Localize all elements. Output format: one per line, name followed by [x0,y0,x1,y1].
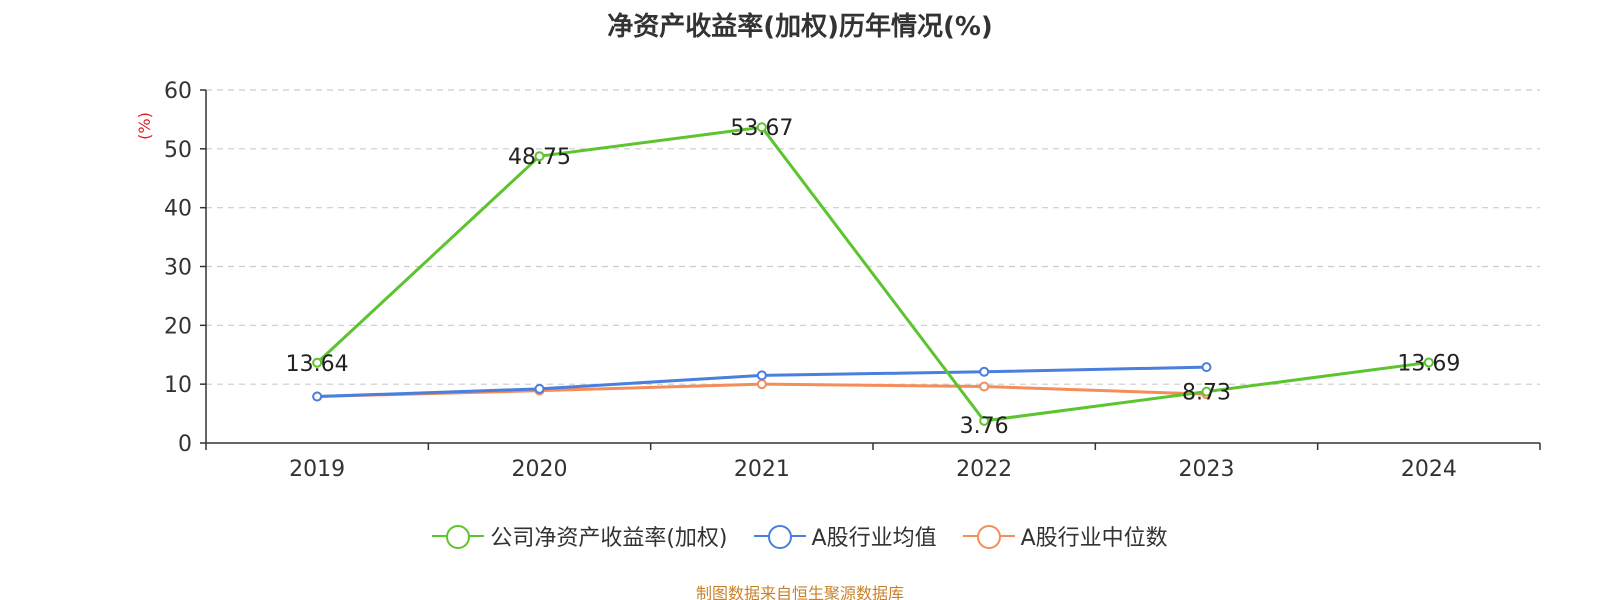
data-point[interactable] [756,379,767,390]
x-tick-label: 2022 [956,457,1012,482]
x-tick-label: 2021 [734,457,790,482]
data-point[interactable] [534,383,545,394]
legend-item-industry-median[interactable]: A股行业中位数 [962,520,1168,552]
data-point[interactable] [979,366,990,377]
data-label: 8.73 [1182,381,1231,406]
x-tick-label: 2019 [289,457,345,482]
data-point[interactable] [756,370,767,381]
data-label: 48.75 [508,145,571,170]
legend-marker-company-icon [432,524,485,549]
data-point[interactable] [1423,357,1434,368]
chart-legend: 公司净资产收益率(加权) A股行业均值 A股行业中位数 [0,520,1600,552]
data-label: 3.76 [960,414,1009,439]
y-tick-label: 40 [164,197,192,222]
legend-marker-median-icon [962,524,1015,549]
series-lines [312,122,1434,426]
chart-title: 净资产收益率(加权)历年情况(%) [607,12,993,42]
x-tick-label: 2023 [1179,457,1235,482]
grid-lines [206,89,1540,385]
legend-label: A股行业均值 [811,526,937,551]
legend-label: 公司净资产收益率(加权) [490,526,728,551]
legend-item-company[interactable]: 公司净资产收益率(加权) [432,520,728,552]
x-tick-label: 2020 [512,457,568,482]
y-tick-label: 50 [164,138,192,163]
data-point[interactable] [1201,386,1212,397]
data-label: 13.64 [286,352,349,377]
x-axis: 2019 2020 2021 2022 2023 2024 [205,442,1541,482]
y-axis: 0 10 20 30 40 50 60 [164,79,207,457]
legend-marker-mean-icon [753,524,806,549]
y-tick-label: 20 [164,314,192,339]
series-line [316,125,1430,423]
y-tick-label: 10 [164,373,192,398]
data-point[interactable] [979,415,990,426]
x-tick-label: 2024 [1401,457,1457,482]
data-point[interactable] [534,151,545,162]
data-point[interactable] [756,122,767,133]
data-point[interactable] [312,357,323,368]
data-label: 53.67 [730,116,793,141]
data-label: 13.69 [1397,351,1460,376]
legend-item-industry-mean[interactable]: A股行业均值 [753,520,937,552]
data-point[interactable] [1201,362,1212,373]
data-point[interactable] [312,391,323,402]
y-tick-label: 0 [178,432,192,457]
data-labels: 13.64 48.75 53.67 3.76 8.73 13.69 [286,116,1461,439]
y-tick-label: 30 [164,256,192,281]
legend-label: A股行业中位数 [1020,526,1168,551]
y-tick-label: 60 [164,79,192,104]
y-axis-label: (%) [135,112,154,140]
data-source-note: 制图数据来自恒生聚源数据库 [695,584,904,600]
data-point[interactable] [979,381,990,392]
